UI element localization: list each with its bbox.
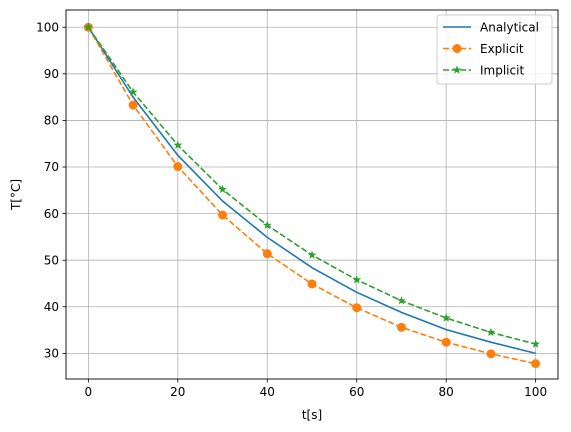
y-tick-label: 60 xyxy=(44,207,59,221)
legend-box xyxy=(436,14,553,85)
explicit-point xyxy=(128,100,138,110)
legend-marker-implicit xyxy=(452,65,462,74)
explicit-point xyxy=(352,303,362,313)
explicit-point xyxy=(396,322,406,332)
legend-entry-analytical: Analytical xyxy=(443,20,539,34)
y-tick-label: 40 xyxy=(44,300,59,314)
implicit-point xyxy=(262,220,272,229)
implicit-point xyxy=(531,339,541,348)
implicit-point xyxy=(218,184,227,194)
legend-entry-implicit: Implicit xyxy=(443,63,524,77)
y-tick-label: 30 xyxy=(44,347,59,361)
x-axis-label: t[s] xyxy=(302,408,322,422)
explicit-point xyxy=(218,210,228,220)
analytical-line xyxy=(87,26,536,355)
explicit-point xyxy=(262,249,272,259)
implicit-point xyxy=(486,327,496,337)
implicit-point xyxy=(128,87,138,96)
y-tick-label: 100 xyxy=(36,20,59,34)
x-tick-label: 40 xyxy=(260,385,275,399)
implicit-point xyxy=(307,250,317,259)
plot-frame xyxy=(65,9,559,380)
legend-marker-explicit xyxy=(452,44,462,53)
implicit-point xyxy=(83,22,93,31)
explicit-point xyxy=(486,349,496,359)
legend-entry-explicit: Explicit xyxy=(443,42,524,56)
y-tick-label: 90 xyxy=(44,67,59,81)
explicit-point xyxy=(173,162,183,172)
explicit-point xyxy=(307,279,317,289)
implicit-point xyxy=(173,140,183,149)
y-tick-label: 70 xyxy=(44,160,59,174)
axis-ticks: 0 20 40 60 80 100 30 40 50 60 70 80 90 100 xyxy=(36,20,547,399)
series-analytical xyxy=(87,26,536,355)
x-tick-label: 100 xyxy=(524,385,547,399)
plot-series xyxy=(83,22,541,369)
series-explicit xyxy=(83,22,541,369)
legend-label-analytical: Analytical xyxy=(480,20,539,34)
legend-label-implicit: Implicit xyxy=(480,63,524,77)
implicit-point xyxy=(397,296,406,305)
explicit-point xyxy=(441,337,451,347)
legend-label-explicit: Explicit xyxy=(480,42,524,56)
implicit-point xyxy=(352,275,362,284)
implicit-point xyxy=(441,313,451,322)
explicit-point xyxy=(531,359,541,369)
y-axis-label: T[°C] xyxy=(9,179,23,211)
series-implicit xyxy=(83,22,541,348)
y-tick-label: 50 xyxy=(44,253,59,267)
x-tick-label: 80 xyxy=(439,385,454,399)
x-tick-label: 20 xyxy=(170,385,185,399)
x-tick-label: 0 xyxy=(85,385,93,399)
y-tick-label: 80 xyxy=(44,114,59,128)
legend: Analytical Explicit Implicit xyxy=(436,14,553,85)
x-tick-label: 60 xyxy=(349,385,364,399)
